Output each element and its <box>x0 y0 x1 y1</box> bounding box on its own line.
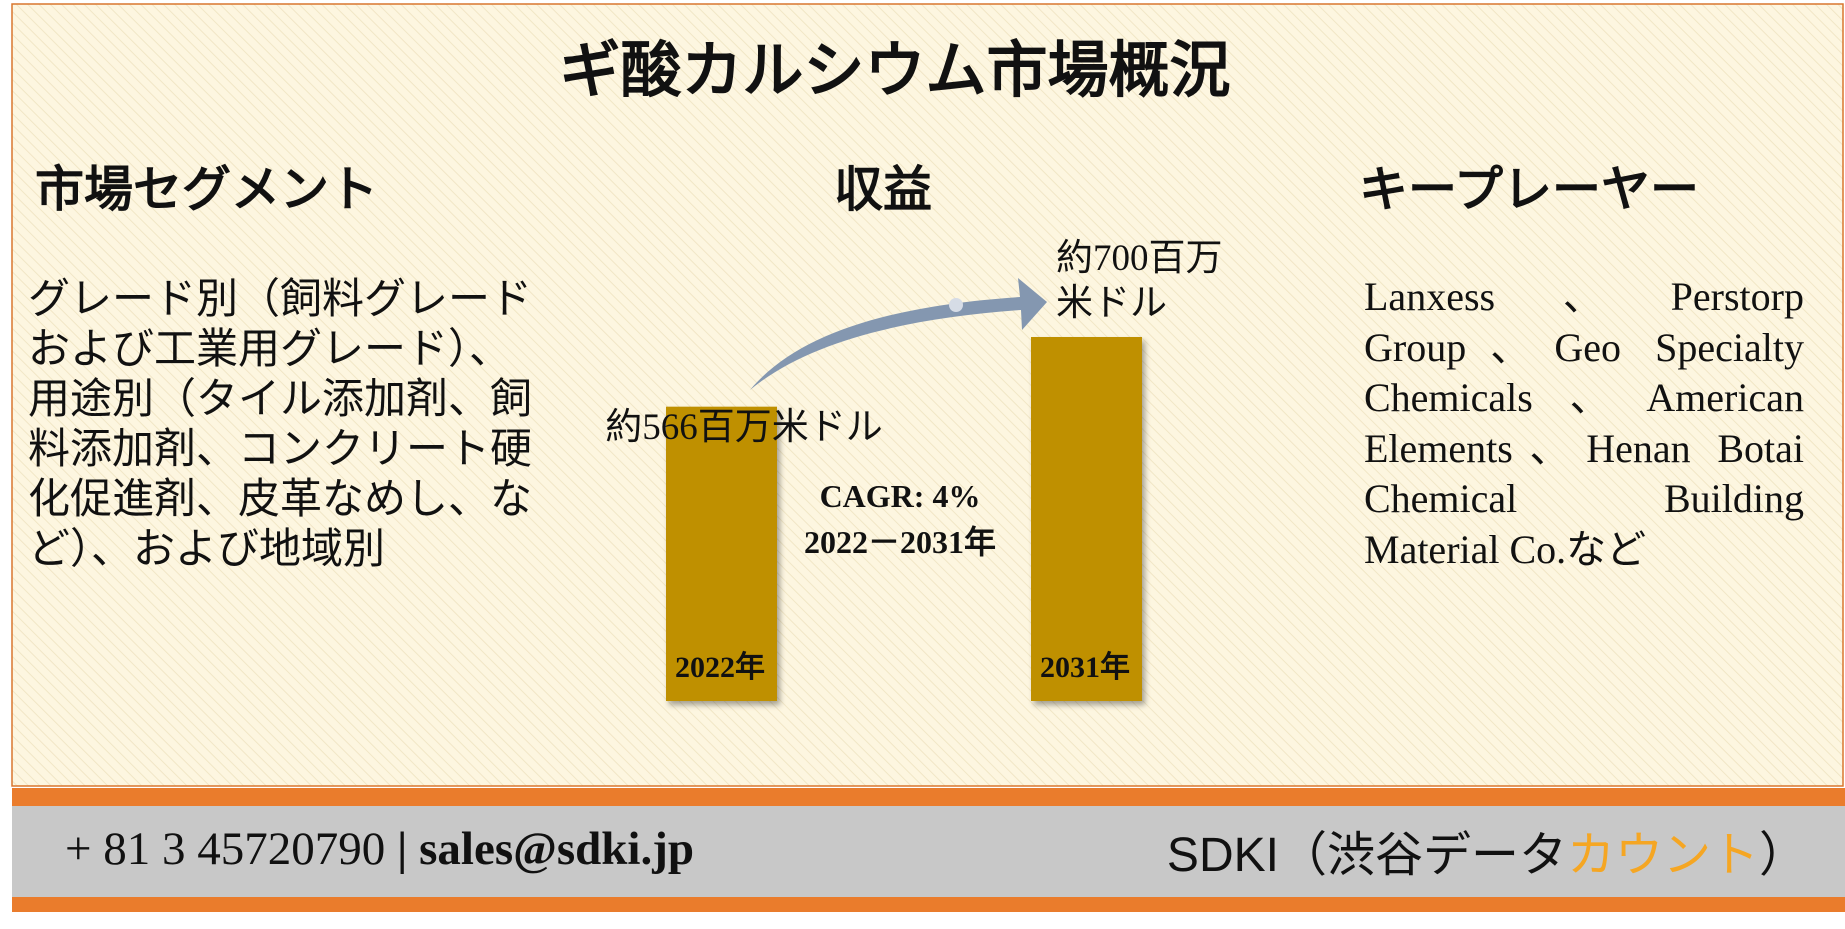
phone: + 81 3 45720790 <box>65 823 386 875</box>
brand-text: SDKI（渋谷データ <box>1166 829 1567 882</box>
cagr-period: 2022－2031年 <box>803 524 996 560</box>
segments-text: グレード別（飼料グレードおよび工業用グレード）、用途別（タイル添加剤、飼料添加剤… <box>28 277 533 573</box>
footer-band <box>12 806 1845 897</box>
bar <box>1031 337 1142 701</box>
revenue-heading: 収益 <box>833 162 932 217</box>
bar <box>666 406 777 701</box>
footer-stripe <box>12 788 1845 806</box>
brand-end: ） <box>1758 829 1807 882</box>
bars <box>666 337 1142 701</box>
brand: SDKI（渋谷データカウント） <box>1167 815 1807 885</box>
segments-heading: 市場セグメント <box>35 162 379 217</box>
email: sales@sdki.jp <box>419 823 695 875</box>
cagr: CAGR: 4% <box>819 478 981 514</box>
footer-stripe <box>12 897 1845 912</box>
players-heading: キープレーヤー <box>1359 162 1700 217</box>
contact: + 81 3 45720790 | sales@sdki.jp <box>65 822 694 876</box>
bar-label: 約566百万米ドル <box>605 407 883 448</box>
separator: | <box>397 823 408 875</box>
panel <box>11 3 1844 787</box>
players-text: Lanxess、Perstorp Group、Geo Specialty Che… <box>1364 274 1804 572</box>
bar-year: 2031年 <box>1040 651 1130 684</box>
bar-label: 約700百万米ドル <box>1056 238 1223 324</box>
brand-highlight: カウント <box>1566 829 1759 882</box>
title: ギ酸カルシウム市場概況 <box>559 38 1231 105</box>
arrow-dot <box>949 298 963 312</box>
bar-year: 2022年 <box>675 651 765 684</box>
growth-arrow <box>750 278 1047 390</box>
